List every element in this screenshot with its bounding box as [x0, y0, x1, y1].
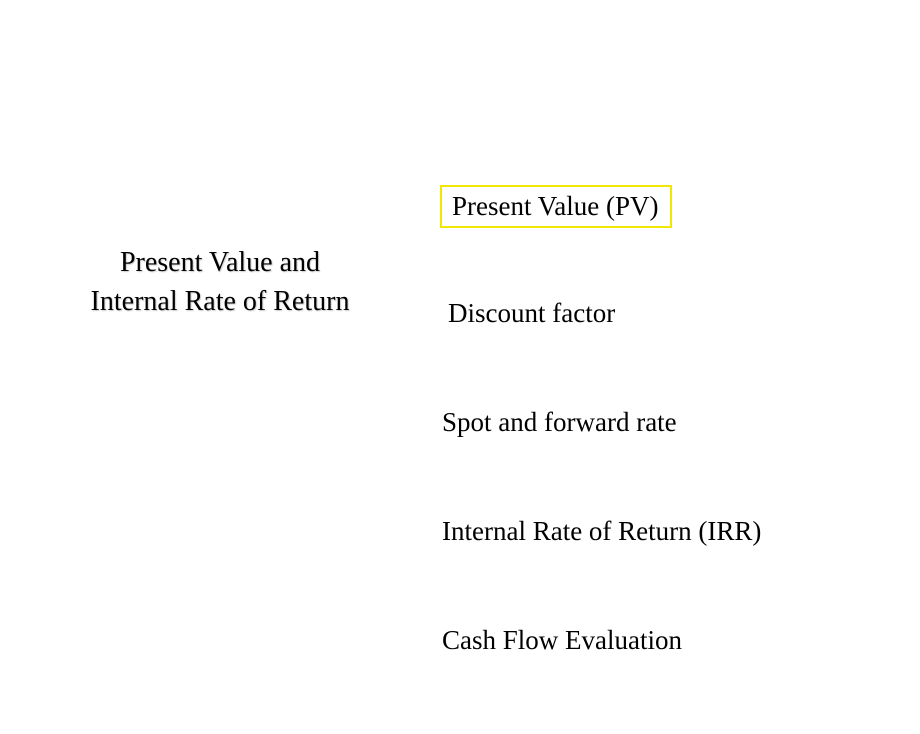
topic-present-value: Present Value (PV) [440, 185, 672, 228]
topic-discount-factor: Discount factor [448, 298, 615, 329]
topic-irr: Internal Rate of Return (IRR) [442, 516, 761, 547]
topic-list: Present Value (PV) Discount factor Spot … [440, 185, 761, 734]
topic-spot-forward-rate: Spot and forward rate [442, 407, 677, 438]
topic-cash-flow: Cash Flow Evaluation [442, 625, 682, 656]
title-line-1: Present Value and [120, 247, 320, 278]
slide-title: Present Value and Internal Rate of Retur… [60, 243, 380, 321]
title-line-2: Internal Rate of Return [91, 286, 350, 317]
